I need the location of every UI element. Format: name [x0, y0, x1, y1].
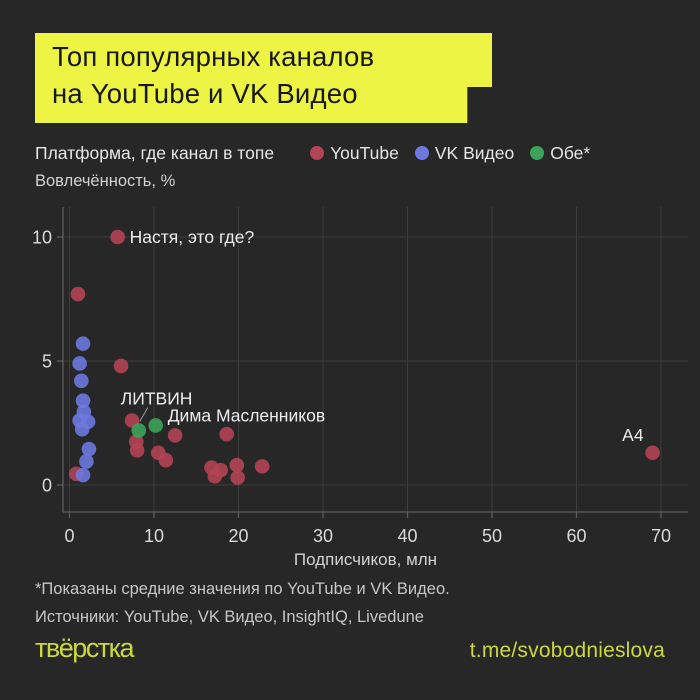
data-point-youtube [229, 457, 245, 473]
legend-item-youtube: YouTube [310, 143, 399, 164]
footnote-sources: Источники: YouTube, VK Видео, InsightIQ,… [35, 608, 424, 626]
data-point-youtube [129, 442, 145, 458]
y-tick-label: 10 [32, 228, 52, 248]
x-tick-label: 50 [482, 526, 502, 546]
y-axis-title: Вовлечённость, % [35, 172, 176, 190]
legend-item-label: VK Видео [434, 142, 515, 163]
x-tick-label: 20 [228, 526, 248, 546]
x-tick-label: 60 [566, 526, 586, 546]
data-point-both [148, 418, 163, 433]
y-tick-label: 5 [42, 352, 52, 372]
legend-dot-youtube [310, 146, 325, 160]
data-point-vk-video [72, 356, 87, 371]
annotation-label: Настя, это где? [130, 227, 255, 247]
page-title-line1: Топ популярных каналов [52, 41, 375, 72]
legend-dot-vk-video [414, 146, 429, 160]
legend: Платформа, где канал в топе YouTube VK Ви… [35, 142, 665, 164]
annotation-label: Дима Масленников [168, 405, 325, 425]
y-tick-label: 0 [42, 476, 52, 496]
legend-label: Платформа, где канал в топе [35, 142, 275, 163]
x-tick-label: 30 [313, 526, 333, 546]
data-point-youtube [158, 452, 174, 468]
x-tick-label: 0 [64, 526, 74, 546]
data-point-youtube [254, 459, 270, 474]
data-point-vk-video [74, 373, 89, 389]
legend-item-vk-video: VK Видео [414, 142, 515, 164]
footnote-average-values: *Показаны средние значения по YouTube и … [35, 580, 450, 598]
data-point-youtube [219, 426, 234, 442]
x-tick-label: 70 [651, 526, 671, 546]
legend-items: YouTube VK Видео Обе* [310, 143, 590, 164]
legend-item-both: Обе* [530, 143, 590, 164]
legend-item-label: YouTube [330, 142, 399, 163]
page-title-line2: на YouTube и VK Видео [52, 77, 358, 109]
annotation-leader-line [139, 407, 149, 422]
data-point-both [131, 423, 147, 438]
x-tick-label: 10 [144, 526, 164, 546]
scatter-chart: 0 10 20 30 40 50 60 70 0 5 10 Подписчиков, млн Настя… [32, 207, 688, 569]
data-point-vk-video [75, 336, 91, 351]
data-point-youtube [113, 358, 129, 374]
data-point-vk-video [75, 467, 91, 483]
data-point-youtube [213, 462, 229, 478]
data-point-vk-video [75, 393, 91, 408]
data-point-youtube [167, 428, 183, 443]
legend-item-label: Обе* [550, 142, 591, 163]
x-tick-label: 40 [397, 526, 417, 546]
verstka-logo: твёрстка [35, 633, 135, 663]
data-point-vk-video [79, 454, 94, 469]
data-point-youtube [70, 286, 86, 302]
title-box: Топ популярных каналов на YouTube и VK В… [35, 33, 492, 123]
annotation-label: ЛИТВИН [121, 388, 193, 408]
data-point-vk-video [81, 441, 97, 457]
footer: твёрстка t.me/svobodnieslova [35, 633, 665, 664]
annotation-label: A4 [622, 425, 644, 445]
data-point-youtube [230, 470, 245, 485]
telegram-link[interactable]: t.me/svobodnieslova [469, 639, 665, 662]
data-point-youtube [645, 445, 660, 461]
x-axis-title: Подписчиков, млн [294, 550, 437, 569]
data-point-vk-video [74, 421, 90, 437]
legend-dot-both [530, 146, 545, 160]
data-point-youtube [110, 229, 125, 245]
